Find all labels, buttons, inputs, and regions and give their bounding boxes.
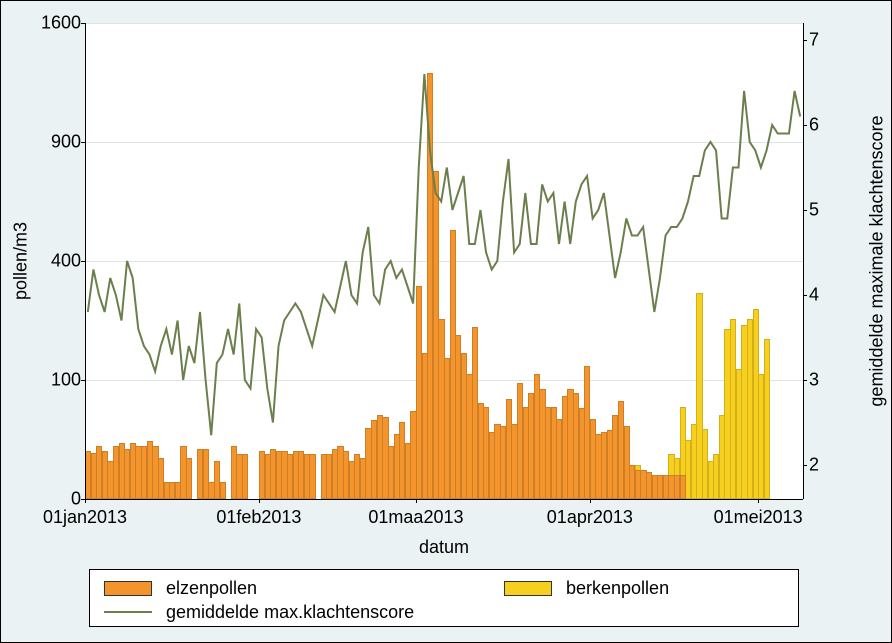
- y1-tick-label: 100: [31, 370, 81, 391]
- y2-tick-mark: [803, 40, 807, 41]
- y1-tick-mark: [81, 23, 85, 24]
- x-tick-label: 01mei2013: [714, 507, 803, 528]
- y1-tick-label: 1600: [31, 13, 81, 34]
- legend-label: elzenpollen: [166, 578, 257, 599]
- y1-tick-mark: [81, 380, 85, 381]
- y2-tick-label: 3: [809, 370, 839, 391]
- x-tick-label: 01feb2013: [216, 507, 301, 528]
- y2-tick-mark: [803, 295, 807, 296]
- plot-area: [85, 23, 803, 499]
- y2-tick-label: 4: [809, 285, 839, 306]
- x-axis-line: [85, 499, 803, 500]
- y1-tick-label: 900: [31, 132, 81, 153]
- y2-tick-mark: [803, 465, 807, 466]
- x-tick-label: 01apr2013: [547, 507, 633, 528]
- y2-tick-mark: [803, 210, 807, 211]
- y2-tick-label: 5: [809, 200, 839, 221]
- legend-label: berkenpollen: [566, 578, 669, 599]
- legend-swatch: [504, 581, 552, 596]
- y1-tick-label: 400: [31, 251, 81, 272]
- legend-label: gemiddelde max.klachtenscore: [166, 602, 414, 623]
- y2-tick-mark: [803, 380, 807, 381]
- x-tick-mark: [590, 499, 591, 503]
- legend-item-berken: berkenpollen: [504, 578, 669, 599]
- y2-tick-mark: [803, 125, 807, 126]
- y2-tick-label: 2: [809, 455, 839, 476]
- line-series: [85, 23, 803, 499]
- y2-tick-label: 6: [809, 115, 839, 136]
- legend-swatch: [104, 581, 152, 596]
- chart-frame: pollen/m3 gemiddelde maximale klachtensc…: [0, 0, 892, 643]
- y1-axis-label: pollen/m3: [11, 222, 32, 300]
- x-tick-mark: [416, 499, 417, 503]
- x-tick-label: 01maa2013: [368, 507, 463, 528]
- y1-axis-line: [85, 23, 86, 499]
- y2-axis-label: gemiddelde maximale klachtenscore: [867, 115, 888, 406]
- y2-tick-label: 7: [809, 30, 839, 51]
- legend-item-elzen: elzenpollen: [104, 578, 474, 599]
- legend: elzenpollen berkenpollen gemiddelde max.…: [89, 569, 799, 627]
- y1-tick-mark: [81, 142, 85, 143]
- legend-item-klachten: gemiddelde max.klachtenscore: [104, 602, 414, 623]
- legend-line: [104, 611, 152, 613]
- y2-axis-line: [803, 23, 804, 499]
- x-tick-label: 01jan2013: [43, 507, 127, 528]
- x-tick-mark: [259, 499, 260, 503]
- x-tick-mark: [85, 499, 86, 503]
- x-axis-label: datum: [85, 537, 803, 558]
- x-tick-mark: [758, 499, 759, 503]
- y1-tick-mark: [81, 261, 85, 262]
